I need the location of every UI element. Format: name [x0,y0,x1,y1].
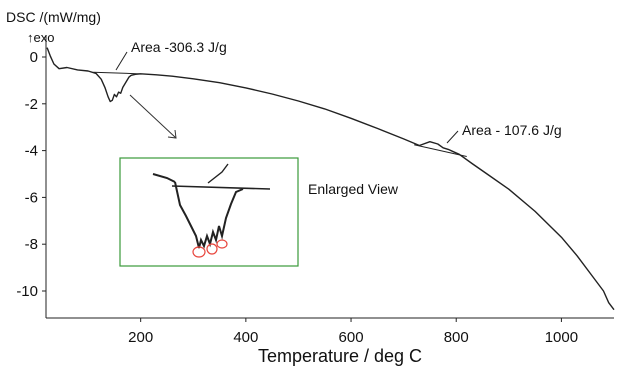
enlarge-arrow [129,94,177,139]
x-tick-label: 1000 [545,329,578,346]
y-tick-label: -10 [16,283,38,300]
peak-highlight-circle [216,239,228,249]
peak-1-area-annotation: Area -306.3 J/g [131,39,227,55]
peak-baseline [414,144,467,157]
peak-highlight-circle [192,246,206,258]
peak-baseline [93,71,141,75]
y-axis-label: DSC /(mW/mg) [6,9,101,25]
plot-area [46,47,615,311]
y-tick-label: 0 [30,49,38,66]
inset-border [119,157,299,267]
x-tick-label: 600 [339,329,364,346]
inset-baseline [171,185,271,190]
x-tick-label: 400 [233,329,258,346]
exo-label: ↑exo [27,30,54,45]
dsc-series-line [46,47,615,311]
y-ticks: 0 -2 -4 -6 -8 -10 [16,49,46,300]
inset-curve-left [152,173,176,183]
enlarged-view-label: Enlarged View [308,181,399,197]
y-tick-label: -6 [25,189,38,206]
peak-2-area-annotation: Area - 107.6 J/g [462,122,562,138]
peak-highlight-circle [206,243,218,255]
x-tick-label: 800 [444,329,469,346]
x-ticks: 200 400 600 800 1000 [128,318,578,346]
peak-1-leader-line [115,51,128,71]
y-tick-label: -8 [25,236,38,253]
x-tick-label: 200 [128,329,153,346]
y-tick-label: -2 [25,96,38,113]
inset-tangent [207,163,229,184]
x-axis-label: Temperature / deg C [258,346,422,366]
enlarged-view-inset [119,157,299,267]
peak-2-leader-line [446,130,459,144]
inset-peak-curve [174,181,244,249]
y-tick-label: -4 [25,143,38,160]
